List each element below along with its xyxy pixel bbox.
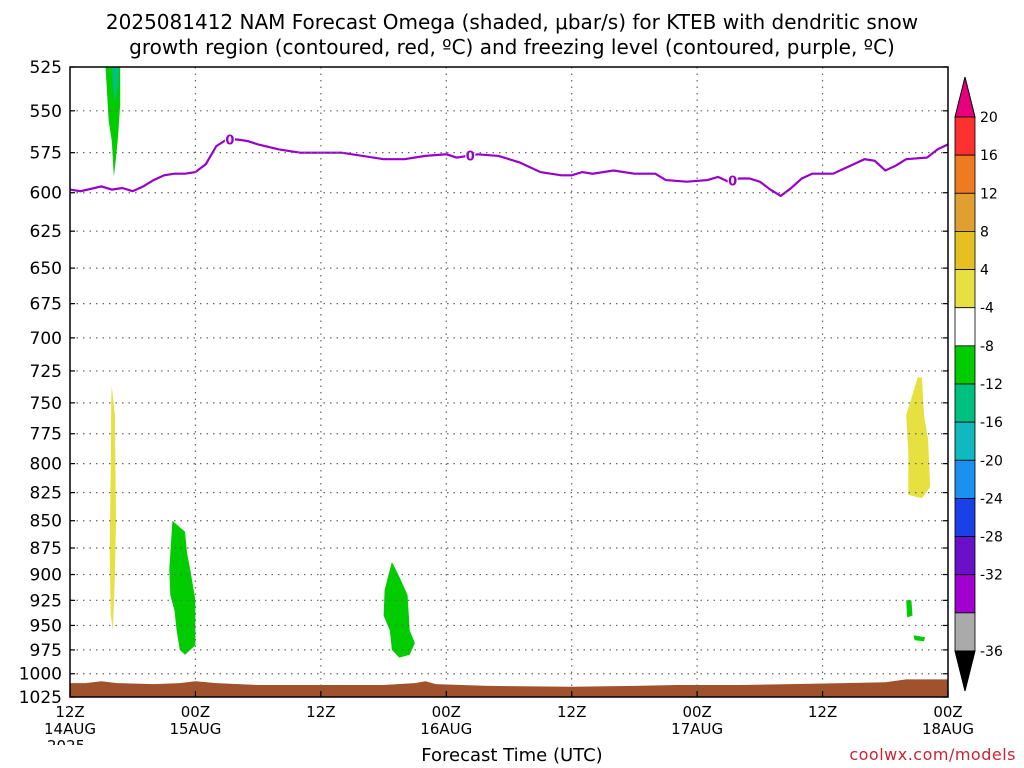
colorbar-label-0: 20 [980, 110, 998, 126]
colorbar-label-1: 16 [980, 148, 998, 164]
y-tick-label-850: 850 [30, 512, 62, 532]
colorbar-swatch-0 [954, 116, 976, 156]
y-tick-label-725: 725 [30, 362, 62, 382]
y-tick-label-875: 875 [30, 539, 62, 559]
freezing-label-bg-1 [465, 147, 476, 163]
x-tick-label-0-2: 2025 [47, 737, 85, 745]
y-tick-label-750: 750 [30, 394, 62, 414]
x-axis-title: Forecast Time (UTC) [421, 745, 603, 766]
y-tick-label-925: 925 [30, 591, 62, 611]
y-tick-label-950: 950 [30, 616, 62, 636]
x-tick-label-0-0: 12Z [55, 703, 84, 721]
y-tick-label-525: 525 [30, 58, 62, 78]
colorbar-swatch-13 [954, 612, 976, 652]
colorbar-label-2: 12 [980, 186, 998, 202]
x-tick-label-4-0: 12Z [557, 703, 586, 721]
y-tick-label-800: 800 [30, 455, 62, 475]
y-tick-label-775: 775 [30, 425, 62, 445]
freezing-level-label-2: 0 [728, 174, 737, 189]
colorbar-swatch-7 [954, 383, 976, 423]
colorbar-label-4: 4 [980, 263, 989, 279]
x-tick-label-5-0: 00Z [682, 703, 711, 721]
colorbar-swatch-12 [954, 574, 976, 614]
y-tick-label-600: 600 [30, 184, 62, 204]
omega-region-5 [906, 377, 931, 499]
x-tick-label-0-1: 14AUG [44, 720, 96, 738]
colorbar-label-5: -4 [980, 301, 994, 317]
x-tick-label-7-1: 18AUG [922, 720, 974, 738]
x-tick-label-6-0: 12Z [808, 703, 837, 721]
y-tick-label-550: 550 [30, 102, 62, 122]
x-tick-label-1-1: 15AUG [169, 720, 221, 738]
colorbar-label-3: 8 [980, 224, 989, 240]
omega-region-1 [111, 67, 120, 103]
omega-region-0 [105, 67, 121, 177]
plot-frame [69, 66, 949, 698]
x-tick-label-5-1: 17AUG [671, 720, 723, 738]
freezing-level-label-0: 0 [225, 133, 234, 148]
colorbar-swatch-2 [954, 192, 976, 232]
plot-area: 0 0 0 [69, 67, 949, 697]
y-tick-label-1025: 1025 [19, 688, 62, 708]
x-tick-label-7-0: 00Z [933, 703, 962, 721]
colorbar-label-10: -24 [980, 491, 1003, 507]
y-tick-label-625: 625 [30, 222, 62, 242]
colorbar-label-13: -36 [980, 644, 1003, 660]
terrain-fill [70, 679, 948, 697]
x-tick-label-1-0: 00Z [181, 703, 210, 721]
y-tick-label-675: 675 [30, 295, 62, 315]
freezing-label-bg-2 [727, 172, 738, 188]
chart-title-line-2: growth region (contoured, red, ºC) and f… [129, 35, 895, 59]
colorbar-swatch-6 [954, 345, 976, 385]
colorbar-label-9: -20 [980, 453, 1003, 469]
colorbar-swatch-9 [954, 459, 976, 499]
y-tick-label-825: 825 [30, 484, 62, 504]
freezing-label-bg-0 [224, 131, 235, 147]
x-tick-label-3-1: 16AUG [420, 720, 472, 738]
omega-region-6 [906, 600, 913, 618]
colorbar-label-11: -28 [980, 530, 1003, 546]
y-tick-label-650: 650 [30, 259, 62, 279]
colorbar-label-6: -8 [980, 339, 994, 355]
colorbar-swatch-10 [954, 498, 976, 537]
colorbar-top-arrow [954, 76, 976, 118]
colorbar-label-12: -32 [980, 568, 1003, 584]
x-tick-label-3-0: 00Z [432, 703, 461, 721]
colorbar-swatch-1 [954, 154, 976, 194]
omega-region-7 [913, 635, 925, 642]
colorbar-swatch-8 [954, 421, 976, 461]
colorbar-swatch-5 [954, 307, 976, 347]
omega-region-2 [109, 386, 116, 631]
y-tick-label-700: 700 [30, 329, 62, 349]
colorbar-label-8: -16 [980, 415, 1003, 431]
colorbar-label-7: -12 [980, 377, 1003, 393]
omega-region-3 [169, 520, 196, 655]
omega-time-height-chart: 000 525550575600625650675700725750775800… [19, 58, 1003, 745]
colorbar-bottom-arrow [954, 650, 976, 692]
freezing-level-line [69, 138, 949, 198]
colorbar-swatch-3 [954, 231, 976, 270]
axes: 525 550 575 600 625 650 675 700 725 750 775 800 825 8… [19, 58, 974, 745]
x-tick-label-2-0: 12Z [306, 703, 335, 721]
freezing-level-label-1: 0 [466, 149, 475, 164]
colorbar-swatch-11 [954, 536, 976, 576]
site-credit: coolwx.com/models [849, 745, 1016, 764]
omega-region-4 [383, 561, 415, 658]
colorbar-swatch-4 [954, 269, 976, 309]
y-tick-label-575: 575 [30, 144, 62, 164]
y-tick-label-900: 900 [30, 566, 62, 586]
gridlines [70, 67, 948, 697]
y-tick-label-1000: 1000 [19, 665, 62, 685]
y-tick-label-975: 975 [30, 641, 62, 661]
chart-title-line-1: 2025081412 NAM Forecast Omega (shaded, μ… [105, 10, 919, 34]
colorbar: 20 16 12 8 4 -4 -8 -12 -16 -20 -24 -28 -32 -36 [954, 76, 1003, 692]
